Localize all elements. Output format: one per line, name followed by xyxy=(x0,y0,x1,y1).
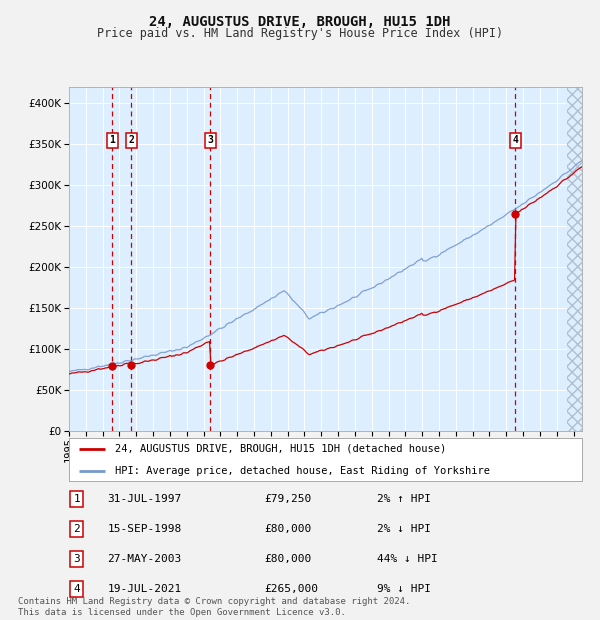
Text: 31-JUL-1997: 31-JUL-1997 xyxy=(107,494,182,503)
Text: Price paid vs. HM Land Registry's House Price Index (HPI): Price paid vs. HM Land Registry's House … xyxy=(97,27,503,40)
Text: 27-MAY-2003: 27-MAY-2003 xyxy=(107,554,182,564)
Text: 15-SEP-1998: 15-SEP-1998 xyxy=(107,524,182,534)
Text: 2: 2 xyxy=(128,135,134,145)
Text: 2: 2 xyxy=(73,524,80,534)
Text: 24, AUGUSTUS DRIVE, BROUGH, HU15 1DH (detached house): 24, AUGUSTUS DRIVE, BROUGH, HU15 1DH (de… xyxy=(115,444,446,454)
Text: 3: 3 xyxy=(73,554,80,564)
Bar xyxy=(566,87,587,431)
Text: 1: 1 xyxy=(109,135,115,145)
Text: 2% ↑ HPI: 2% ↑ HPI xyxy=(377,494,431,503)
Text: Contains HM Land Registry data © Crown copyright and database right 2024.
This d: Contains HM Land Registry data © Crown c… xyxy=(18,598,410,617)
Text: £80,000: £80,000 xyxy=(264,554,311,564)
Text: 4: 4 xyxy=(73,585,80,595)
Text: £265,000: £265,000 xyxy=(264,585,318,595)
Text: £80,000: £80,000 xyxy=(264,524,311,534)
Bar xyxy=(566,87,587,431)
Text: 2% ↓ HPI: 2% ↓ HPI xyxy=(377,524,431,534)
Text: 44% ↓ HPI: 44% ↓ HPI xyxy=(377,554,437,564)
Text: 19-JUL-2021: 19-JUL-2021 xyxy=(107,585,182,595)
Text: 1: 1 xyxy=(73,494,80,503)
Text: 9% ↓ HPI: 9% ↓ HPI xyxy=(377,585,431,595)
Text: 24, AUGUSTUS DRIVE, BROUGH, HU15 1DH: 24, AUGUSTUS DRIVE, BROUGH, HU15 1DH xyxy=(149,16,451,30)
Text: HPI: Average price, detached house, East Riding of Yorkshire: HPI: Average price, detached house, East… xyxy=(115,466,490,476)
Text: £79,250: £79,250 xyxy=(264,494,311,503)
Text: 4: 4 xyxy=(512,135,518,145)
Text: 3: 3 xyxy=(208,135,213,145)
